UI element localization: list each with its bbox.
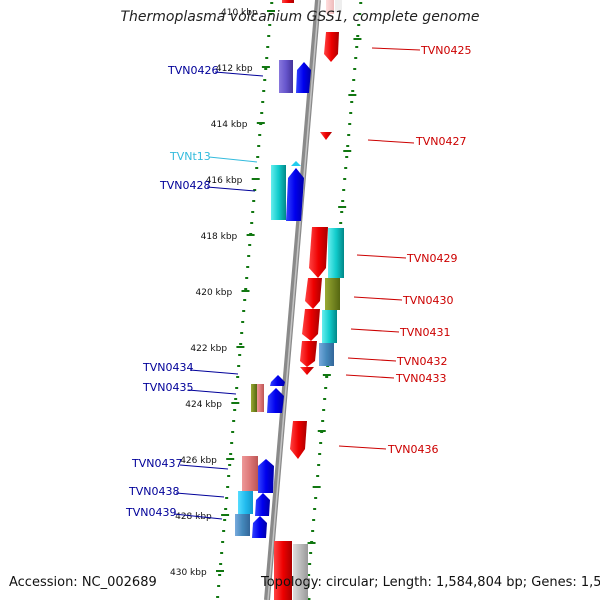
gene-labels: TVN0425 TVN0426 TVN0427 TVNt13 TVN0428 T…: [125, 44, 471, 520]
leader-tvn0427: [367, 139, 415, 144]
gene-arrow-tvn0430: [305, 278, 322, 309]
gene-label-tvn0434: TVN0434: [142, 361, 193, 374]
leader-tvn0432: [347, 357, 397, 362]
topology-text: Topology: circular; Length: 1,584,804 bp…: [261, 575, 600, 590]
gene-block-tvn0435-olive: [251, 384, 257, 412]
gene-arrow-tvn0434: [270, 375, 285, 386]
gene-block-bottom-red: [274, 541, 292, 600]
accession-text: Accession: NC_002689: [9, 575, 157, 590]
gene-block-tvn0437-pink: [242, 456, 258, 491]
gene-block-tvn0432-steel: [319, 343, 334, 366]
gene-arrow-tvn0435: [267, 388, 284, 413]
gene-label-tvn0429: TVN0429: [406, 252, 457, 265]
kbp-tick-label: 422 kbp: [190, 344, 227, 354]
gene-label-tvnt13: TVNt13: [169, 150, 211, 163]
leader-tvn0435: [187, 389, 237, 395]
gene-block-tvn0426-purple: [279, 60, 293, 93]
gene-arrow-tvn0433: [300, 367, 314, 375]
gene-arrow-tvn0426: [296, 62, 311, 93]
leader-tvn0430: [353, 296, 403, 301]
leader-tvn0431: [350, 328, 400, 333]
gene-block-tvn0435-pink: [257, 384, 264, 412]
gene-block-tvn0428-cyan: [271, 165, 286, 220]
gene-arrow-tvn0431: [302, 309, 320, 341]
gene-block-tvn0439-steel: [235, 514, 250, 536]
genome-backbone: [264, 0, 321, 600]
gene-label-tvn0425: TVN0425: [420, 44, 471, 57]
gene-arrow-tvn0428: [286, 168, 304, 221]
gene-label-tvn0435: TVN0435: [142, 381, 193, 394]
gene-arrow-tvn0429: [309, 227, 328, 278]
gene-label-tvn0428: TVN0428: [159, 179, 210, 192]
kbp-tick-label: 420 kbp: [196, 288, 233, 298]
genome-title: Thermoplasma volcanium GSS1, complete ge…: [120, 9, 480, 25]
gene-label-tvn0439: TVN0439: [125, 506, 176, 519]
gene-block-tvn0431-cyan: [322, 310, 337, 343]
gene-arrow-tvn0436: [290, 421, 307, 459]
gene-block-top-pink: [326, 0, 334, 14]
kbp-tick-label: 418 kbp: [201, 232, 238, 242]
gene-block-tvn0430-olive: [325, 278, 340, 310]
gene-blocks: [235, 0, 344, 600]
kbp-tick-label: 426 kbp: [180, 456, 217, 466]
gene-label-tvn0430: TVN0430: [402, 294, 453, 307]
gene-block-top-gray: [335, 0, 342, 12]
gene-arrow-tvn0427: [320, 132, 332, 140]
gene-arrow-tvnt13: [291, 161, 301, 166]
kbp-tick-label: 410 kbp: [221, 8, 258, 18]
leader-tvn0433: [345, 374, 395, 379]
gene-label-tvn0433: TVN0433: [395, 372, 446, 385]
gene-label-tvn0426: TVN0426: [167, 64, 218, 77]
leader-tvn0436: [338, 445, 387, 450]
leader-tvn0425: [371, 47, 421, 51]
leader-tvn0434: [189, 369, 239, 375]
kbp-tick-label: 412 kbp: [216, 64, 253, 74]
leader-tvn0437: [179, 464, 229, 470]
gene-label-tvn0436: TVN0436: [387, 443, 438, 456]
leader-tvn0428: [206, 186, 256, 192]
gene-label-tvn0427: TVN0427: [415, 135, 466, 148]
gene-label-tvn0431: TVN0431: [399, 326, 450, 339]
gene-block-tvn0429-cyan: [328, 228, 344, 278]
kbp-tick-label: 424 kbp: [185, 400, 222, 410]
leader-tvnt13: [208, 156, 258, 163]
leader-tvn0438: [175, 492, 225, 498]
gene-block-tvn0438-sky: [238, 491, 253, 514]
kbp-tick-label: 428 kbp: [175, 512, 212, 522]
gene-label-tvn0432: TVN0432: [396, 355, 447, 368]
gene-block-top-red-partial: [282, 0, 294, 3]
gene-label-tvn0437: TVN0437: [131, 457, 182, 470]
leader-tvn0429: [356, 254, 407, 259]
kbp-tick-label: 430 kbp: [170, 568, 207, 578]
gene-block-bottom-gray: [293, 544, 308, 600]
gene-label-tvn0438: TVN0438: [128, 485, 179, 498]
gene-arrow-tvn0439: [252, 516, 267, 538]
leader-tvn0426: [214, 71, 264, 77]
gene-arrow-tvn0425: [324, 32, 339, 62]
gene-arrow-tvn0432: [300, 341, 317, 367]
gene-arrow-tvn0438: [255, 493, 270, 516]
kbp-tick-label: 414 kbp: [211, 120, 248, 130]
leader-tvn0439: [173, 513, 223, 520]
kbp-tick-label: 416 kbp: [206, 176, 243, 186]
gene-arrow-tvn0437: [258, 459, 274, 493]
kbp-tick-labels: 410 kbp 412 kbp 414 kbp 416 kbp 418 kbp 420 k…: [170, 8, 258, 578]
